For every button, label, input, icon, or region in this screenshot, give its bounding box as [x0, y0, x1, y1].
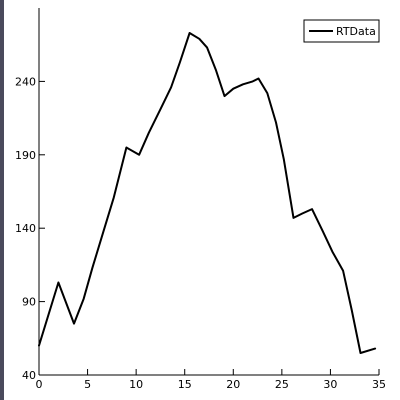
y-tick-label: 140	[15, 222, 36, 235]
y-tick-label: 190	[15, 149, 36, 162]
y-tick-label: 90	[22, 296, 36, 309]
x-axis-ticks: 0 5 10 15 20 25 30 35	[36, 369, 386, 391]
x-tick-label: 30	[323, 378, 337, 391]
x-tick-label: 15	[178, 378, 192, 391]
x-tick-label: 10	[129, 378, 143, 391]
legend-label: RTData	[336, 25, 376, 38]
legend-box	[303, 19, 380, 43]
legend: RTData	[303, 19, 380, 43]
x-tick-label: 20	[226, 378, 240, 391]
x-tick-label: 0	[36, 378, 43, 391]
series-line-0	[38, 32, 377, 354]
x-tick-label: 35	[372, 378, 386, 391]
axes	[38, 8, 379, 376]
x-tick-label: 25	[275, 378, 289, 391]
series-lines	[38, 32, 377, 354]
y-axis-ticks: 40 90 140 190 240	[15, 75, 45, 382]
y-tick-label: 40	[22, 369, 36, 382]
view-border	[0, 0, 4, 400]
y-tick-label: 240	[15, 75, 36, 88]
x-tick-label: 5	[84, 378, 91, 391]
